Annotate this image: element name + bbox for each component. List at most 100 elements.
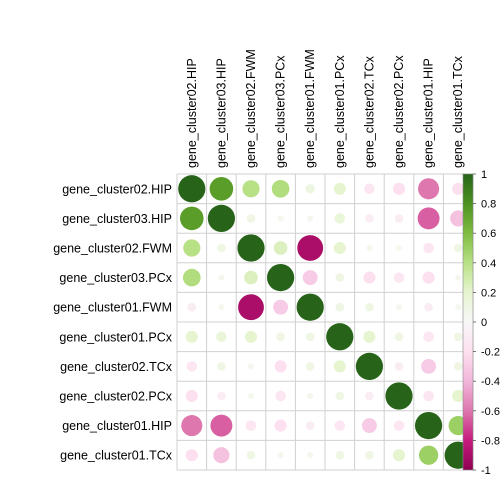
correlation-circle	[217, 391, 226, 401]
row-label: gene_cluster01.FWM	[53, 301, 172, 315]
row-label: gene_cluster03.PCx	[59, 271, 172, 285]
correlation-circle	[335, 273, 345, 282]
correlation-circle	[216, 331, 227, 343]
color-bar-tick-label: -0.4	[481, 376, 500, 388]
correlation-circle	[334, 213, 346, 224]
color-bar-tick-label: 0.2	[481, 287, 496, 299]
correlation-circle	[333, 241, 346, 255]
correlation-circle	[421, 358, 437, 374]
correlation-circle	[385, 382, 413, 410]
correlation-circle	[218, 274, 225, 281]
correlation-circle	[186, 361, 198, 372]
correlation-circle	[218, 304, 225, 311]
correlation-circle	[395, 304, 403, 311]
color-legend: 1 0.8 0.6 0.4 0.2 0 -0.2 -0.4 -0.6 -0.8 -1	[462, 169, 500, 477]
correlation-circle	[452, 389, 465, 403]
correlation-circle	[209, 177, 234, 201]
correlation-circle	[266, 263, 295, 292]
correlation-circle	[185, 330, 198, 343]
column-label: gene_cluster01.TCx	[451, 55, 465, 168]
correlation-circle	[361, 418, 377, 434]
column-label: gene_cluster03.PCx	[274, 55, 288, 168]
correlation-circle	[394, 362, 404, 371]
correlation-circle	[365, 302, 374, 312]
correlation-circle	[335, 391, 345, 401]
correlation-circle	[423, 390, 434, 402]
correlation-circle	[237, 234, 265, 262]
correlation-circle	[185, 389, 198, 403]
correlation-circle	[394, 332, 404, 342]
correlation-circle	[242, 180, 260, 198]
row-label: gene_cluster02.FWM	[53, 242, 172, 256]
correlation-circle	[453, 332, 463, 342]
correlation-circle	[363, 271, 376, 284]
color-bar-tick-label: -0.2	[481, 347, 500, 359]
row-label: gene_cluster02.PCx	[59, 390, 172, 404]
correlation-circle	[238, 294, 264, 321]
column-label: gene_cluster01.HIP	[422, 58, 436, 168]
correlation-circle	[273, 299, 289, 315]
row-label: gene_cluster03.HIP	[62, 212, 172, 226]
correlation-circle	[392, 449, 406, 462]
correlation-circle	[217, 243, 226, 253]
cell-grid	[176, 173, 474, 471]
correlation-circle	[334, 420, 346, 431]
correlation-circle	[423, 242, 434, 254]
column-label: gene_cluster02.HIP	[185, 58, 199, 168]
correlation-circle	[365, 450, 374, 460]
correlation-circles	[178, 175, 472, 469]
correlation-circle	[333, 182, 346, 195]
correlation-circle	[455, 274, 462, 281]
correlation-circle	[271, 179, 290, 198]
correlation-circle	[180, 206, 204, 231]
column-label: gene_cluster02.PCx	[392, 55, 406, 168]
correlation-circle	[213, 447, 230, 464]
correlation-circle	[307, 452, 314, 459]
correlation-circle	[394, 214, 404, 223]
correlation-circle	[455, 304, 462, 311]
correlation-circle	[274, 419, 287, 432]
correlation-circle	[210, 414, 233, 437]
correlation-circle	[452, 182, 465, 195]
row-labels: gene_cluster02.HIP gene_cluster03.HIPgene…	[53, 182, 173, 462]
row-label: gene_cluster01.TCx	[60, 449, 173, 463]
color-bar-tick-label: -0.8	[481, 435, 500, 447]
correlation-circle	[245, 420, 257, 431]
correlation-circle	[395, 244, 403, 252]
correlation-circle	[305, 332, 315, 342]
color-bar-tick-label: -1	[481, 465, 491, 477]
correlation-circle	[246, 214, 256, 223]
correlation-circle	[247, 392, 255, 400]
correlation-circle	[392, 182, 406, 195]
correlation-circle	[365, 214, 374, 223]
row-label: gene_cluster02.TCx	[60, 360, 173, 374]
correlation-circle	[277, 215, 284, 222]
correlation-circle	[333, 360, 346, 373]
correlation-circle	[450, 210, 467, 227]
row-label: gene_cluster02.HIP	[62, 182, 172, 196]
correlation-circle	[274, 360, 287, 373]
color-bar-tick-label: 0.4	[481, 258, 496, 270]
column-label: gene_cluster01.PCx	[333, 55, 347, 168]
correlation-circle	[276, 332, 285, 342]
correlation-circle	[305, 184, 315, 194]
correlation-circle	[366, 244, 373, 252]
correlation-circle	[217, 362, 226, 371]
row-label: gene_cluster01.PCx	[59, 330, 172, 344]
correlation-circle	[247, 363, 255, 370]
correlation-circle	[418, 445, 439, 465]
correlation-circle	[302, 270, 318, 286]
correlation-circle	[418, 178, 440, 200]
row-label: gene_cluster01.HIP	[62, 419, 172, 433]
correlation-circle	[275, 390, 286, 402]
column-label: gene_cluster03.HIP	[214, 58, 228, 168]
color-bar-tick-label: 0	[481, 317, 487, 329]
correlation-circle	[393, 420, 405, 431]
correlation-circle	[335, 450, 345, 460]
color-bar-tick-label: -0.6	[481, 406, 500, 418]
correlation-circle	[207, 204, 236, 233]
correlation-circle	[244, 270, 258, 285]
column-label: gene_cluster02.TCx	[362, 55, 376, 168]
correlation-circle	[453, 362, 463, 371]
